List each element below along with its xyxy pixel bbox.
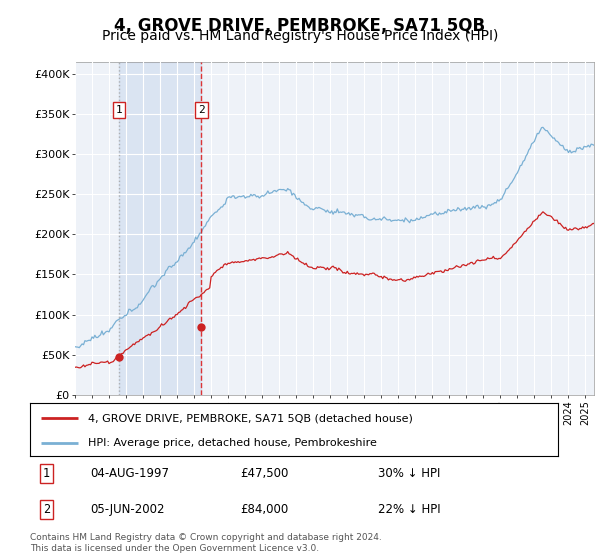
Text: 1: 1 xyxy=(116,105,122,115)
Text: 05-JUN-2002: 05-JUN-2002 xyxy=(91,503,165,516)
Text: 4, GROVE DRIVE, PEMBROKE, SA71 5QB: 4, GROVE DRIVE, PEMBROKE, SA71 5QB xyxy=(115,17,485,35)
Text: 4, GROVE DRIVE, PEMBROKE, SA71 5QB (detached house): 4, GROVE DRIVE, PEMBROKE, SA71 5QB (deta… xyxy=(88,413,413,423)
Text: 04-AUG-1997: 04-AUG-1997 xyxy=(91,466,170,480)
Text: HPI: Average price, detached house, Pembrokeshire: HPI: Average price, detached house, Pemb… xyxy=(88,438,377,448)
Bar xyxy=(119,62,202,395)
Text: 2: 2 xyxy=(43,503,50,516)
Text: 30% ↓ HPI: 30% ↓ HPI xyxy=(378,466,440,480)
Text: £84,000: £84,000 xyxy=(240,503,288,516)
Text: Price paid vs. HM Land Registry's House Price Index (HPI): Price paid vs. HM Land Registry's House … xyxy=(102,29,498,43)
Text: Contains HM Land Registry data © Crown copyright and database right 2024.
This d: Contains HM Land Registry data © Crown c… xyxy=(30,533,382,553)
Text: 1: 1 xyxy=(43,466,50,480)
Text: £47,500: £47,500 xyxy=(240,466,288,480)
Text: 22% ↓ HPI: 22% ↓ HPI xyxy=(378,503,440,516)
Text: 2: 2 xyxy=(198,105,205,115)
